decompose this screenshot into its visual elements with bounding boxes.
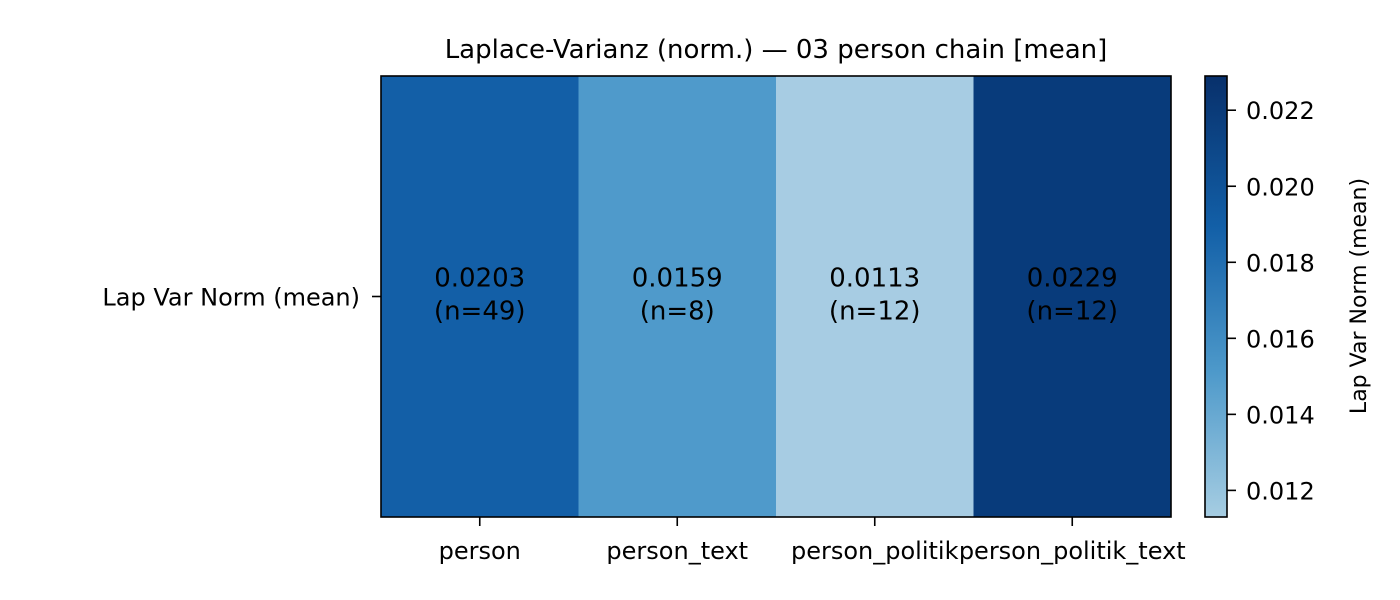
cell-count-label: (n=8) bbox=[640, 297, 715, 327]
heatmap-cell bbox=[381, 76, 579, 517]
x-tick-label: person_text bbox=[606, 537, 748, 565]
x-axis: person person_text person_politik person_po… bbox=[439, 517, 1186, 565]
colorbar-tick-label: 0.020 bbox=[1246, 173, 1315, 201]
cell-value-label: 0.0113 bbox=[829, 264, 920, 294]
colorbar-ticks: 0.012 0.014 0.016 0.018 0.020 0.022 bbox=[1227, 97, 1315, 505]
colorbar-label: Lap Var Norm (mean) bbox=[1347, 178, 1372, 414]
chart-title: Laplace-Varianz (norm.) — 03 person chai… bbox=[445, 35, 1108, 65]
cell-count-label: (n=49) bbox=[434, 297, 526, 327]
cell-count-label: (n=12) bbox=[829, 297, 921, 327]
colorbar-tick-label: 0.012 bbox=[1246, 477, 1315, 505]
cell-value-label: 0.0229 bbox=[1027, 264, 1118, 294]
y-axis: Lap Var Norm (mean) bbox=[102, 284, 381, 312]
cell-count-label: (n=12) bbox=[1026, 297, 1118, 327]
colorbar-gradient bbox=[1204, 75, 1228, 518]
colorbar: 0.012 0.014 0.016 0.018 0.020 0.022 Lap Var N… bbox=[1204, 75, 1372, 518]
colorbar-tick-label: 0.018 bbox=[1246, 249, 1315, 277]
cell-labels: 0.0203(n=49)0.0159(n=8)0.0113(n=12)0.022… bbox=[434, 264, 1118, 327]
x-tick-label: person bbox=[439, 537, 521, 565]
heatmap-cell bbox=[973, 76, 1172, 517]
cell-value-label: 0.0203 bbox=[434, 264, 525, 294]
x-tick-label: person_politik bbox=[791, 537, 959, 565]
cell-value-label: 0.0159 bbox=[632, 264, 723, 294]
y-tick-label: Lap Var Norm (mean) bbox=[102, 284, 360, 312]
x-tick-label: person_politik_text bbox=[959, 537, 1186, 565]
heatmap-cell bbox=[776, 76, 974, 517]
colorbar-tick-label: 0.014 bbox=[1246, 401, 1315, 429]
heatmap-cell bbox=[578, 76, 777, 517]
colorbar-tick-label: 0.022 bbox=[1246, 97, 1315, 125]
colorbar-tick-label: 0.016 bbox=[1246, 325, 1315, 353]
heatmap-cells bbox=[381, 76, 1172, 517]
